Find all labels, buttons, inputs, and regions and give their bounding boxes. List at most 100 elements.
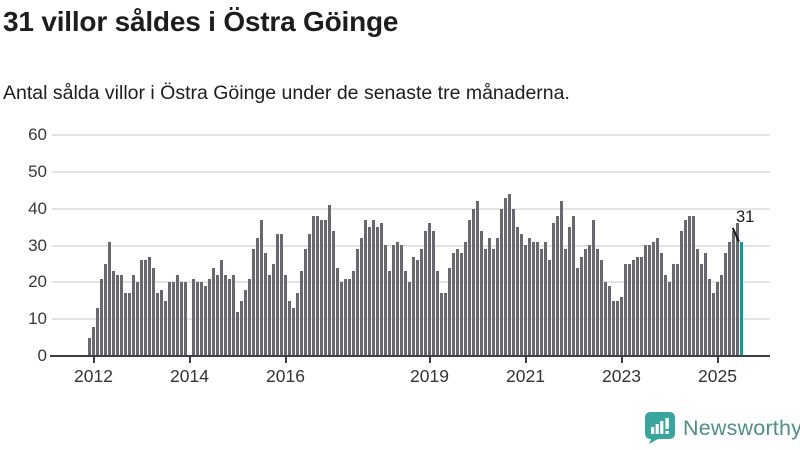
bar	[280, 234, 283, 356]
y-axis-label: 20	[28, 272, 47, 292]
bar	[424, 231, 427, 356]
bar	[692, 216, 695, 356]
bar	[340, 282, 343, 356]
bar	[576, 268, 579, 356]
bar	[180, 282, 183, 356]
bar	[468, 220, 471, 356]
bar	[724, 253, 727, 356]
bar	[220, 260, 223, 356]
bar	[288, 301, 291, 356]
bar	[636, 257, 639, 356]
x-axis-label-2023: 2023	[602, 366, 641, 386]
bar	[428, 223, 431, 356]
bar	[252, 249, 255, 356]
highlighted-bar	[740, 242, 743, 356]
bar	[216, 275, 219, 356]
bar	[488, 238, 491, 356]
bar	[356, 249, 359, 356]
bar	[644, 245, 647, 356]
bar	[620, 297, 623, 356]
bar	[384, 245, 387, 356]
bar	[364, 220, 367, 356]
bar	[104, 264, 107, 356]
x-axis-tick-2019	[428, 357, 431, 363]
bar	[256, 238, 259, 356]
bar	[308, 234, 311, 356]
bar	[672, 264, 675, 356]
bar	[304, 249, 307, 356]
bar	[436, 271, 439, 356]
bar	[504, 198, 507, 356]
gridline-40	[52, 207, 770, 210]
bar	[328, 205, 331, 356]
bar	[292, 308, 295, 356]
bar	[260, 220, 263, 356]
bar	[532, 242, 535, 356]
bar	[212, 268, 215, 356]
bar	[324, 220, 327, 356]
bar	[508, 194, 511, 356]
bar	[352, 271, 355, 356]
bar	[368, 227, 371, 356]
bar	[592, 220, 595, 356]
bar	[168, 282, 171, 356]
bar	[664, 275, 667, 356]
highlight-value-label: 31	[736, 208, 755, 226]
bar	[184, 282, 187, 356]
bar	[452, 253, 455, 356]
bar	[480, 231, 483, 356]
bar	[200, 282, 203, 356]
bar	[412, 257, 415, 356]
bar	[496, 238, 499, 356]
bar	[448, 268, 451, 356]
bar	[144, 260, 147, 356]
x-axis-tick-2014	[188, 357, 191, 363]
bar	[152, 268, 155, 356]
bar	[460, 253, 463, 356]
bar	[360, 238, 363, 356]
bar	[232, 275, 235, 356]
bar	[444, 293, 447, 356]
bar	[172, 282, 175, 356]
bar	[696, 249, 699, 356]
bar	[580, 257, 583, 356]
bar	[432, 231, 435, 356]
bar	[204, 286, 207, 356]
bar	[544, 242, 547, 356]
bar	[192, 279, 195, 356]
y-axis-label: 60	[28, 125, 47, 144]
bar	[704, 253, 707, 356]
bar	[564, 249, 567, 356]
bar	[520, 234, 523, 356]
bar	[392, 245, 395, 356]
bar	[588, 245, 591, 356]
bar	[596, 249, 599, 356]
bar	[484, 249, 487, 356]
bar	[700, 264, 703, 356]
bar	[276, 234, 279, 356]
bar	[244, 290, 247, 356]
bar	[628, 264, 631, 356]
bar	[240, 301, 243, 356]
x-axis-tick-2023	[620, 357, 623, 363]
bar	[712, 293, 715, 356]
bar	[728, 242, 731, 356]
bar	[300, 271, 303, 356]
bar	[348, 279, 351, 356]
bar	[640, 257, 643, 356]
bar	[396, 242, 399, 356]
bar	[420, 249, 423, 356]
bar	[464, 242, 467, 356]
bar	[140, 260, 143, 356]
bar	[124, 293, 127, 356]
y-axis-label: 0	[37, 346, 47, 365]
bar	[148, 257, 151, 356]
newsworthy-logo-text: Newsworthy	[683, 415, 800, 440]
bar	[512, 209, 515, 356]
bar	[156, 293, 159, 356]
x-axis-label-2021: 2021	[506, 366, 545, 386]
bar	[96, 308, 99, 356]
bar	[684, 220, 687, 356]
bar	[264, 253, 267, 356]
bar	[108, 242, 111, 356]
